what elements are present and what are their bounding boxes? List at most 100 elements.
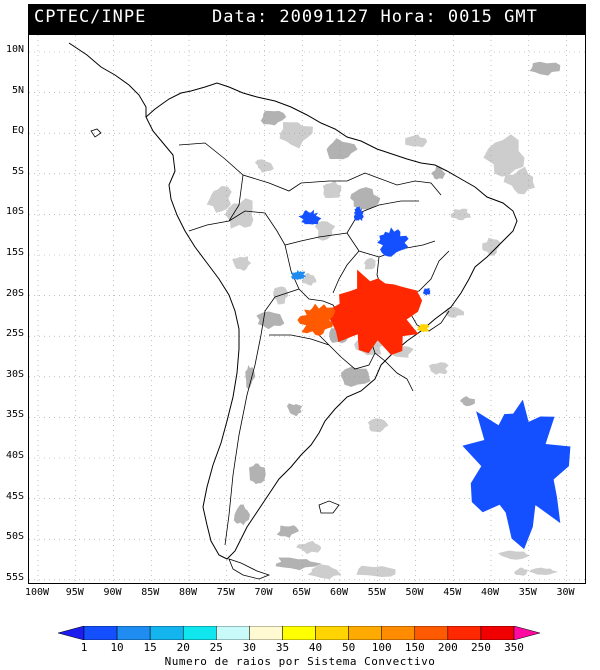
longitude-label: 80W <box>178 587 198 598</box>
longitude-label: 85W <box>141 587 160 598</box>
cloud-patch <box>249 463 266 485</box>
cloud-patch <box>482 237 501 256</box>
longitude-label: 55W <box>367 587 386 598</box>
colorbar-level-label: 15 <box>143 641 157 654</box>
latitude-label: 40S <box>5 450 24 461</box>
cloud-patch <box>498 550 530 560</box>
convective-system-cell <box>353 206 364 222</box>
cloud-patch <box>233 504 250 526</box>
cloud-patch <box>503 166 535 195</box>
cloud-patch <box>286 403 303 417</box>
colorbar-swatch <box>480 626 515 640</box>
longitude-label: 95W <box>65 587 84 598</box>
colorbar-swatch <box>216 626 250 640</box>
cloud-patch <box>428 362 449 375</box>
colorbar-swatch <box>447 626 482 640</box>
colorbar-level-label: 10 <box>110 641 124 654</box>
cloud-patch <box>276 525 300 538</box>
latitude-label: 45S <box>5 490 24 502</box>
latitude-label: 20S <box>5 287 24 299</box>
colorbar-swatch <box>182 626 217 640</box>
longitude-label: 40W <box>480 587 500 598</box>
cloud-patch <box>350 187 381 210</box>
convective-system-cell <box>423 287 431 296</box>
cloud-patch <box>206 186 232 213</box>
cloud-patch <box>275 557 322 571</box>
longitude-label: 50W <box>405 587 424 598</box>
colorbar-swatch <box>348 626 382 640</box>
colorbar-swatch <box>414 626 449 640</box>
longitude-label: 65W <box>292 587 311 598</box>
colorbar-swatch <box>58 626 85 640</box>
central-america-coast <box>68 42 147 117</box>
cloud-patch <box>307 564 342 580</box>
convective-system-cell <box>325 269 423 355</box>
colorbar-level-label: 1 <box>80 641 88 654</box>
colorbar-level-label: 150 <box>404 641 425 654</box>
longitude-label: 90W <box>103 587 122 598</box>
colorbar-swatch <box>249 626 283 640</box>
colorbar-swatch <box>282 626 316 640</box>
cloud-patch <box>224 198 254 229</box>
map-header: CPTEC/INPE Data: 20091127 Hora: 0015 GMT <box>28 4 586 34</box>
cloud-patch <box>459 396 476 407</box>
falkland-islands <box>318 500 340 514</box>
convective-system-cell <box>462 399 571 550</box>
cloud-patch <box>256 311 285 330</box>
colorbar <box>58 626 541 640</box>
colorbar-level-label: 40 <box>308 641 323 654</box>
south-america-coastline <box>145 82 518 560</box>
colorbar-level-label: 350 <box>504 641 524 654</box>
cloud-patch <box>514 567 528 576</box>
tierra-del-fuego <box>228 558 271 580</box>
colorbar-swatch <box>83 626 118 640</box>
cloud-patch <box>296 540 322 555</box>
cloud-patch <box>529 567 559 575</box>
galapagos-islands <box>90 128 102 138</box>
colorbar-swatch <box>315 626 349 640</box>
header-title: CPTEC/INPE <box>34 7 147 27</box>
colorbar-swatch <box>116 626 151 640</box>
latitude-label: 25S <box>5 328 24 340</box>
cloud-patch <box>483 134 525 177</box>
latitude-label: 55S <box>5 571 24 583</box>
colorbar-level-label: 100 <box>371 641 392 654</box>
longitude-label: 45W <box>443 587 462 598</box>
latitude-label: 30S <box>5 368 24 380</box>
cloud-patch <box>314 221 336 241</box>
colorbar-level-label: 30 <box>242 641 256 654</box>
longitude-label: 60W <box>329 587 349 598</box>
cloud-patch <box>405 134 428 148</box>
latitude-label: 5N <box>11 84 24 96</box>
latitude-label: 10N <box>5 44 24 55</box>
colorbar-swatch <box>513 626 541 640</box>
cloud-patch <box>245 364 256 390</box>
map-frame <box>28 34 586 584</box>
cloud-patch <box>444 307 465 318</box>
convective-system-cell <box>416 323 430 333</box>
cloud-patch <box>322 180 342 199</box>
longitude-label: 100W <box>24 587 50 598</box>
colorbar-level-label: 25 <box>209 641 223 654</box>
cloud-patch <box>529 61 561 76</box>
longitude-label: 75W <box>216 587 235 598</box>
cloud-patch <box>356 565 396 577</box>
cloud-patch <box>367 418 389 433</box>
convective-system-cell <box>298 209 322 225</box>
cloud-patch <box>232 256 252 271</box>
convective-system-cell <box>377 227 409 257</box>
cloud-patch <box>279 122 313 149</box>
colorbar-level-label: 35 <box>275 641 290 654</box>
convective-systems <box>290 206 571 550</box>
colorbar-level-label: 50 <box>341 641 356 654</box>
convective-system-cell <box>297 303 336 336</box>
header-date-time: Data: 20091127 Hora: 0015 GMT <box>212 7 538 27</box>
convective-system-cell <box>290 269 306 280</box>
latitude-label: 10S <box>5 206 24 218</box>
colorbar-swatch <box>381 626 416 640</box>
cloud-patch <box>301 272 317 286</box>
map-canvas <box>29 35 585 583</box>
cloud-patch <box>431 166 446 180</box>
longitude-label: 70W <box>254 587 273 598</box>
latitude-label: 15S <box>5 247 24 258</box>
